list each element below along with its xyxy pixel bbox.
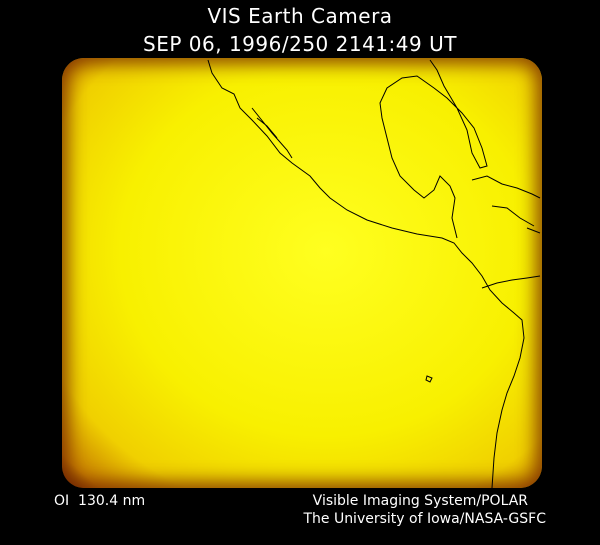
institution-label: The University of Iowa/NASA-GSFC [303,511,546,527]
coastline-south-america [481,275,541,289]
instrument-label: Visible Imaging System/POLAR [312,493,528,509]
image-timestamp: SEP 06, 1996/250 2141:49 UT [143,32,457,56]
earth-camera-image [62,58,542,488]
image-title: VIS Earth Camera [207,4,393,28]
coastline-pacific [207,59,525,488]
wavelength-label: OI 130.4 nm [54,493,146,509]
coastline-baja [251,107,293,159]
coastline-gulf [379,59,488,239]
coastline-overlay [207,59,541,488]
credits: Visible Imaging System/POLAR The Univers… [303,492,546,528]
coastline-caribbean [471,175,541,234]
island-galapagos [425,375,433,383]
